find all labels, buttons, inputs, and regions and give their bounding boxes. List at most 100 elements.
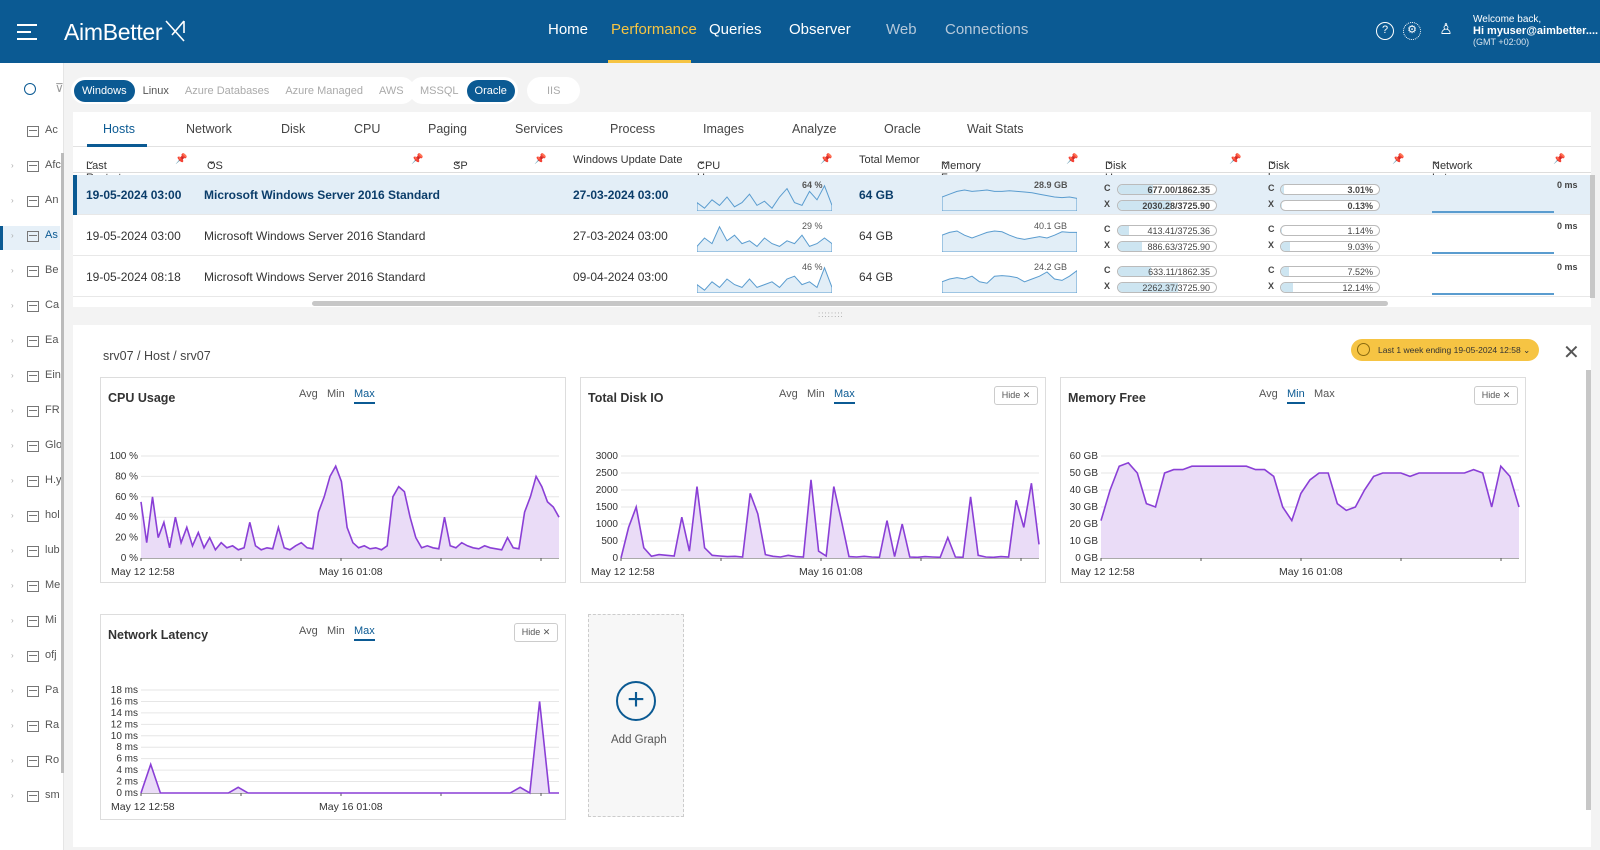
chevron-right-icon[interactable]: › xyxy=(11,651,14,660)
sidebar-item[interactable]: › An xyxy=(0,191,60,215)
chevron-right-icon[interactable]: › xyxy=(11,231,14,240)
sidebar-item[interactable]: › H.y xyxy=(0,471,62,495)
agg-avg-tab[interactable]: Avg xyxy=(779,388,798,400)
chevron-right-icon[interactable]: › xyxy=(11,371,14,380)
col-sp[interactable]: SP ⌄ xyxy=(453,155,468,172)
col-last-restart[interactable]: Last Restart ⌄ xyxy=(86,155,121,184)
table-row[interactable]: 19-05-2024 03:00 Microsoft Windows Server… xyxy=(73,175,1591,215)
add-graph-button[interactable]: + Add Graph xyxy=(588,614,684,817)
sidebar-item[interactable]: › Pa xyxy=(0,681,60,705)
app-logo[interactable]: AimBetter xyxy=(64,19,185,46)
sidebar-item[interactable]: › sm xyxy=(0,786,60,810)
sidebar-scrollbar[interactable] xyxy=(61,153,64,773)
pin-icon[interactable]: 📌 xyxy=(175,154,188,165)
pin-icon[interactable]: 📌 xyxy=(1553,154,1566,165)
pin-icon[interactable]: 📌 xyxy=(1229,154,1242,165)
tab-hosts[interactable]: Hosts xyxy=(103,122,135,136)
sidebar-item[interactable]: › Glo xyxy=(0,436,62,460)
tab-services[interactable]: Services xyxy=(515,122,563,136)
user-welcome[interactable]: Welcome back, Hi myuser@aimbetter.... (G… xyxy=(1473,14,1598,47)
tab-paging[interactable]: Paging xyxy=(428,122,467,136)
sidebar-item[interactable]: › ofj xyxy=(0,646,60,670)
sidebar-item[interactable]: › Me xyxy=(0,576,60,600)
nav-connections[interactable]: Connections xyxy=(945,21,1029,38)
chevron-right-icon[interactable]: › xyxy=(11,476,14,485)
agg-max-tab[interactable]: Max xyxy=(1314,388,1335,400)
col-cpu-usage[interactable]: CPU Usage ⌄ xyxy=(697,155,729,184)
sidebar-item[interactable]: › Ra xyxy=(0,716,60,740)
tab-oracle[interactable]: Oracle xyxy=(884,122,921,136)
close-icon[interactable]: ✕ xyxy=(1563,342,1580,364)
chevron-right-icon[interactable]: › xyxy=(11,301,14,310)
filter-aws[interactable]: AWS xyxy=(378,84,404,97)
agg-avg-tab[interactable]: Avg xyxy=(1259,388,1278,400)
gear-icon[interactable]: ⚙ xyxy=(1403,22,1421,40)
filter-icon[interactable]: ⊽ xyxy=(55,81,64,95)
filter-azure-databases[interactable]: Azure Databases xyxy=(184,84,270,97)
sidebar-item[interactable]: › hol xyxy=(0,506,60,530)
chevron-right-icon[interactable]: › xyxy=(11,616,14,625)
chevron-right-icon[interactable]: › xyxy=(11,336,14,345)
tab-wait-stats[interactable]: Wait Stats xyxy=(967,122,1024,136)
help-icon[interactable]: ? xyxy=(1376,22,1394,40)
hide-chart-button[interactable]: Hide ✕ xyxy=(514,623,558,642)
sidebar-item[interactable]: › As xyxy=(0,226,60,250)
chevron-right-icon[interactable]: › xyxy=(11,686,14,695)
tab-network[interactable]: Network xyxy=(186,122,232,136)
sidebar-item[interactable]: › Ca xyxy=(0,296,60,320)
hide-chart-button[interactable]: Hide ✕ xyxy=(1474,386,1518,405)
table-row[interactable]: 19-05-2024 08:18 Microsoft Windows Server… xyxy=(73,257,1591,297)
table-vertical-scrollbar[interactable] xyxy=(1590,175,1595,298)
pin-icon[interactable]: 📌 xyxy=(820,154,833,165)
col-disk-usage[interactable]: Disk Usage (GB) ⌄ xyxy=(1105,155,1137,196)
col-windows-update-date[interactable]: Windows Update Date xyxy=(573,154,683,166)
tab-images[interactable]: Images xyxy=(703,122,744,136)
tab-analyze[interactable]: Analyze xyxy=(792,122,837,136)
filter-oracle[interactable]: Oracle xyxy=(466,79,515,102)
agg-min-tab[interactable]: Min xyxy=(1287,388,1305,404)
chevron-right-icon[interactable]: › xyxy=(11,406,14,415)
tab-process[interactable]: Process xyxy=(610,122,656,136)
filter-iis[interactable]: IIS xyxy=(547,84,561,97)
sidebar-item[interactable]: › Ro xyxy=(0,751,60,775)
search-icon[interactable] xyxy=(24,83,36,95)
nav-queries[interactable]: Queries xyxy=(709,21,762,38)
col-disk-busy[interactable]: Disk busy ⌄ xyxy=(1268,155,1291,184)
sidebar-item[interactable]: Ac xyxy=(0,121,60,145)
sidebar-item[interactable]: › Be xyxy=(0,261,60,285)
chevron-right-icon[interactable]: › xyxy=(11,721,14,730)
sidebar-item[interactable]: › lub xyxy=(0,541,60,565)
chevron-right-icon[interactable]: › xyxy=(11,581,14,590)
nav-home[interactable]: Home xyxy=(548,21,589,38)
col-os[interactable]: OS ⌄ xyxy=(207,155,223,172)
pin-icon[interactable]: 📌 xyxy=(411,154,424,165)
nav-observer[interactable]: Observer xyxy=(789,21,851,38)
agg-min-tab[interactable]: Min xyxy=(327,388,345,400)
col-network-latency[interactable]: Network Latency ⌄ xyxy=(1432,155,1473,184)
chevron-right-icon[interactable]: › xyxy=(11,756,14,765)
filter-windows[interactable]: Windows xyxy=(74,79,135,102)
menu-toggle-icon[interactable] xyxy=(17,24,37,40)
pin-icon[interactable]: 📌 xyxy=(534,154,547,165)
sidebar-item[interactable]: › FR xyxy=(0,401,60,425)
chevron-right-icon[interactable]: › xyxy=(11,441,14,450)
nav-web[interactable]: Web xyxy=(886,21,917,38)
time-range-selector[interactable]: Last 1 week ending 19-05-2024 12:58 ⌄ xyxy=(1351,339,1539,361)
agg-max-tab[interactable]: Max xyxy=(354,388,375,404)
sidebar-item[interactable]: › Ea xyxy=(0,331,60,355)
chevron-right-icon[interactable]: › xyxy=(11,546,14,555)
agg-min-tab[interactable]: Min xyxy=(327,625,345,637)
agg-avg-tab[interactable]: Avg xyxy=(299,388,318,400)
table-row[interactable]: 19-05-2024 03:00 Microsoft Windows Server… xyxy=(73,216,1591,256)
agg-max-tab[interactable]: Max xyxy=(834,388,855,404)
pin-icon[interactable]: 📌 xyxy=(1066,154,1079,165)
col-memory-free[interactable]: Memory Free ⌄ xyxy=(941,155,981,184)
sidebar-item[interactable]: › Mi xyxy=(0,611,60,635)
sidebar-item[interactable]: › Ein xyxy=(0,366,61,390)
chevron-right-icon[interactable]: › xyxy=(11,266,14,275)
filter-azure-managed[interactable]: Azure Managed xyxy=(285,84,363,97)
agg-avg-tab[interactable]: Avg xyxy=(299,625,318,637)
chevron-right-icon[interactable]: › xyxy=(11,196,14,205)
pin-icon[interactable]: 📌 xyxy=(1392,154,1405,165)
detail-scrollbar[interactable] xyxy=(1586,370,1591,810)
